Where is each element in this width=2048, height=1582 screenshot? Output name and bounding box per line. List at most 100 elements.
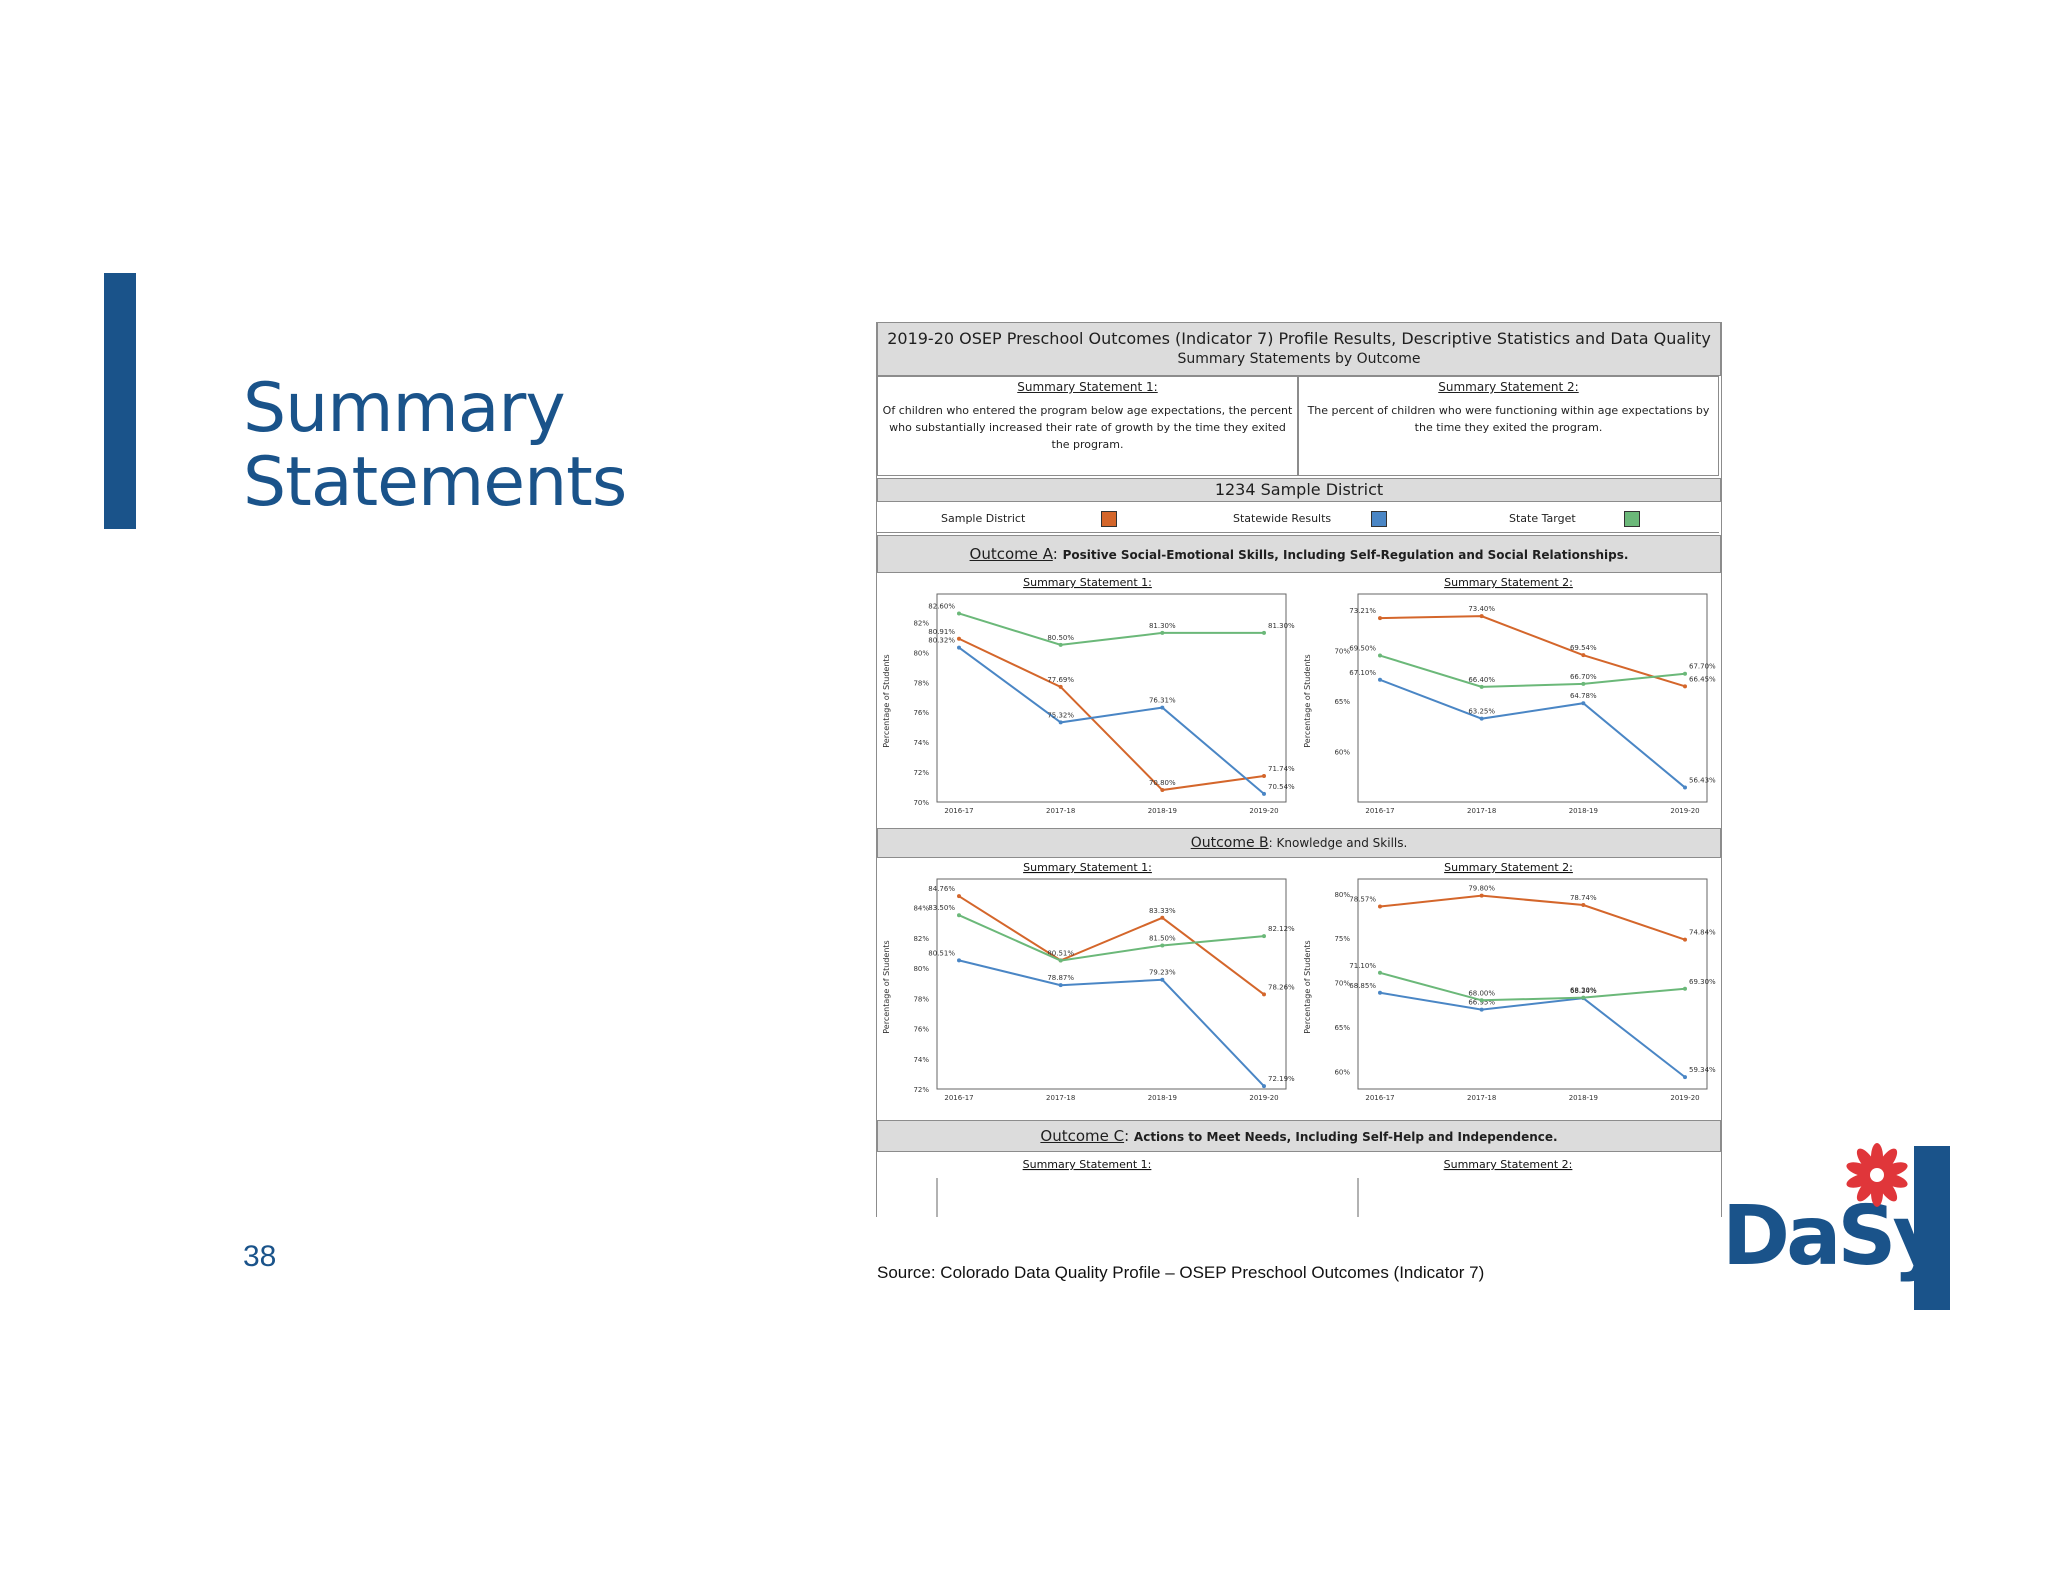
y-tick-label: 82% [913,935,929,943]
flower-icon [1846,1143,1908,1207]
logo-text: DaSy [1722,1189,1946,1284]
series-line [958,895,1265,996]
statement1-heading: Summary Statement 1: [1017,380,1158,394]
flower-petal [1878,1148,1898,1173]
slide-title: Summary Statements [243,369,627,520]
data-point [1683,684,1687,689]
data-point [1160,788,1165,793]
data-label: 63.25% [1468,708,1495,716]
data-label: 64.78% [1570,692,1597,700]
chart-title: Summary Statement 1: [1023,1158,1152,1171]
x-tick-label: 2017-18 [1467,1094,1496,1102]
y-tick-label: 60% [1334,1068,1350,1076]
plot-frame [1357,878,1708,1090]
data-label: 68.24% [1570,987,1597,995]
data-point [957,611,961,616]
data-label: 78.26% [1268,983,1295,991]
y-tick-label: 80% [913,649,929,657]
data-point [1058,684,1063,689]
data-point [1262,992,1266,997]
y-tick-label: 80% [1334,891,1350,899]
report-image: 2019-20 OSEP Preschool Outcomes (Indicat… [876,322,1722,1217]
legend: Sample District Statewide Results State … [877,504,1719,533]
data-label: 75.32% [1047,711,1074,719]
flower-petal [1856,1148,1876,1173]
y-tick-label: 75% [1334,935,1350,943]
data-point [957,645,961,650]
data-point [1058,642,1063,647]
y-tick-label: 70% [1334,980,1350,988]
data-label: 67.10% [1349,669,1376,677]
data-point [1378,904,1382,909]
data-point [1262,934,1266,939]
x-tick-label: 2017-18 [1046,807,1075,815]
legend-label-district: Sample District [941,512,1026,525]
x-tick-label: 2016-17 [944,1094,973,1102]
x-tick-label: 2016-17 [944,807,973,815]
data-point [1160,705,1165,710]
plot-frame [1357,593,1708,803]
data-point [1581,681,1586,686]
data-point [1160,977,1165,982]
data-point [1378,653,1382,658]
data-label: 82.60% [928,602,955,610]
series-line [1379,615,1686,688]
statement2-box: Summary Statement 2: The percent of chil… [1298,376,1719,476]
outcome-b-text: Knowledge and Skills. [1276,836,1408,850]
series-line [958,637,1265,792]
data-point [1058,958,1063,963]
legend-label-statewide: Statewide Results [1233,512,1332,525]
x-tick-label: 2017-18 [1467,807,1496,815]
statement2-heading: Summary Statement 2: [1438,380,1579,394]
y-tick-label: 80% [913,965,929,973]
data-point [1378,677,1382,682]
flower-petal [1846,1173,1874,1188]
data-label: 68.00% [1468,989,1495,997]
data-label: 68.85% [1349,982,1376,990]
y-tick-label: 78% [913,679,929,687]
data-label: 71.74% [1268,765,1295,773]
data-point [1160,915,1165,920]
plot-frame [936,878,1287,1090]
y-tick-label: 76% [913,709,929,717]
outcome-c-text: Actions to Meet Needs, Including Self-He… [1133,1130,1558,1144]
series-line [1379,894,1686,941]
data-point [1378,970,1382,975]
data-point [1581,701,1586,706]
chart-title: Summary Statement 2: [1444,1158,1573,1171]
data-label: 73.21% [1349,607,1376,615]
data-label: 79.80% [1468,885,1495,893]
data-point [1262,630,1266,635]
data-label: 82.12% [1268,925,1295,933]
district-name: 1234 Sample District [877,478,1721,502]
data-point [1683,671,1687,676]
outcome-a-header: Outcome A: Positive Social-Emotional Ski… [877,535,1721,573]
data-label: 84.76% [928,885,955,893]
data-label: 80.91% [928,628,955,636]
x-tick-label: 2016-17 [1365,807,1394,815]
outcome-c-header: Outcome C: Actions to Meet Needs, Includ… [877,1120,1721,1152]
x-tick-label: 2018-19 [1569,1094,1598,1102]
series-line [1379,678,1686,789]
legend-swatch-statewide [1371,511,1387,527]
y-axis-label: Percentage of Students [1303,940,1312,1033]
slide-title-line1: Summary [243,369,566,448]
x-tick-label: 2016-17 [1365,1094,1394,1102]
y-tick-label: 74% [913,739,929,747]
data-point [957,913,961,918]
legend-swatch-district [1101,511,1117,527]
data-point [1479,614,1484,619]
data-label: 81.50% [1149,934,1176,942]
data-label: 69.54% [1570,644,1597,652]
data-label: 66.45% [1689,675,1716,683]
flower-petal [1856,1177,1876,1202]
data-point [1058,720,1063,725]
report-title: 2019-20 OSEP Preschool Outcomes (Indicat… [877,322,1721,376]
data-point [1262,1084,1266,1089]
data-point [1378,990,1382,995]
y-tick-label: 65% [1334,698,1350,706]
data-label: 78.87% [1047,974,1074,982]
chart-title: Summary Statement 1: [1023,576,1152,589]
y-axis-label: Percentage of Students [882,654,891,747]
data-label: 70.54% [1268,783,1295,791]
